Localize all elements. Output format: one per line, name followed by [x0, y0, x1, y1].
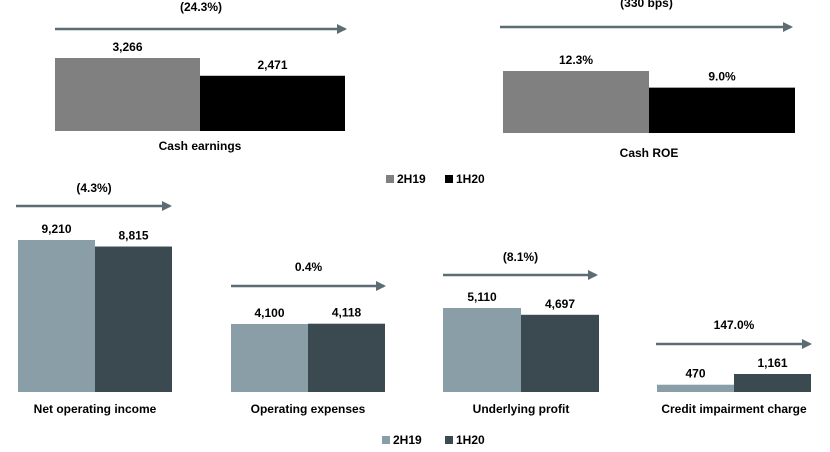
change-label: 0.4%	[295, 260, 323, 274]
legend-top-swatch-1h20	[445, 175, 453, 183]
legend-bottom-swatch-2h19	[382, 436, 390, 444]
bar-value-label: 1,161	[757, 356, 787, 370]
bar-value-label: 9.0%	[708, 70, 736, 84]
bar-2h19-0	[55, 58, 200, 131]
chart-title: Cash ROE	[620, 146, 679, 160]
bar-value-label: 12.3%	[559, 53, 593, 67]
change-label: (330 bps)	[620, 0, 673, 10]
chart-title: Underlying profit	[473, 402, 570, 416]
bar-value-label: 5,110	[467, 290, 497, 304]
bar-value-label: 8,815	[118, 229, 148, 243]
bar-value-label: 4,100	[254, 306, 284, 320]
bar-2h19-2	[18, 240, 95, 392]
bar-2h19-4	[443, 308, 521, 392]
legend-top-label: 1H20	[456, 172, 485, 186]
legend-top-swatch-2h19	[386, 175, 394, 183]
change-label: (24.3%)	[180, 0, 222, 14]
bar-value-label: 4,118	[332, 306, 362, 320]
bar-value-label: 2,471	[257, 58, 287, 72]
change-label: (8.1%)	[503, 250, 538, 264]
bar-2h19-1	[503, 71, 649, 133]
legend-bottom-swatch-1h20	[445, 436, 453, 444]
bar-1h20-3	[308, 323, 385, 392]
bar-1h20-4	[521, 314, 599, 392]
chart-title: Operating expenses	[251, 402, 366, 416]
change-label: 147.0%	[714, 318, 755, 332]
bar-2h19-5	[657, 384, 734, 392]
legend-bottom-label: 2H19	[393, 433, 422, 447]
bar-1h20-5	[734, 374, 811, 392]
chart-title: Net operating income	[34, 402, 157, 416]
legend-bottom-label: 1H20	[456, 433, 485, 447]
bar-1h20-2	[95, 246, 172, 392]
bar-value-label: 9,210	[41, 222, 71, 236]
bar-1h20-1	[649, 87, 795, 133]
legend-top-label: 2H19	[397, 172, 426, 186]
bar-1h20-0	[200, 75, 345, 131]
bar-value-label: 3,266	[112, 40, 142, 54]
bar-value-label: 4,697	[545, 297, 575, 311]
chart-title: Cash earnings	[159, 139, 242, 153]
chart-title: Credit impairment charge	[661, 402, 807, 416]
bar-2h19-3	[231, 324, 308, 392]
change-label: (4.3%)	[76, 181, 111, 195]
bar-value-label: 470	[685, 367, 705, 381]
